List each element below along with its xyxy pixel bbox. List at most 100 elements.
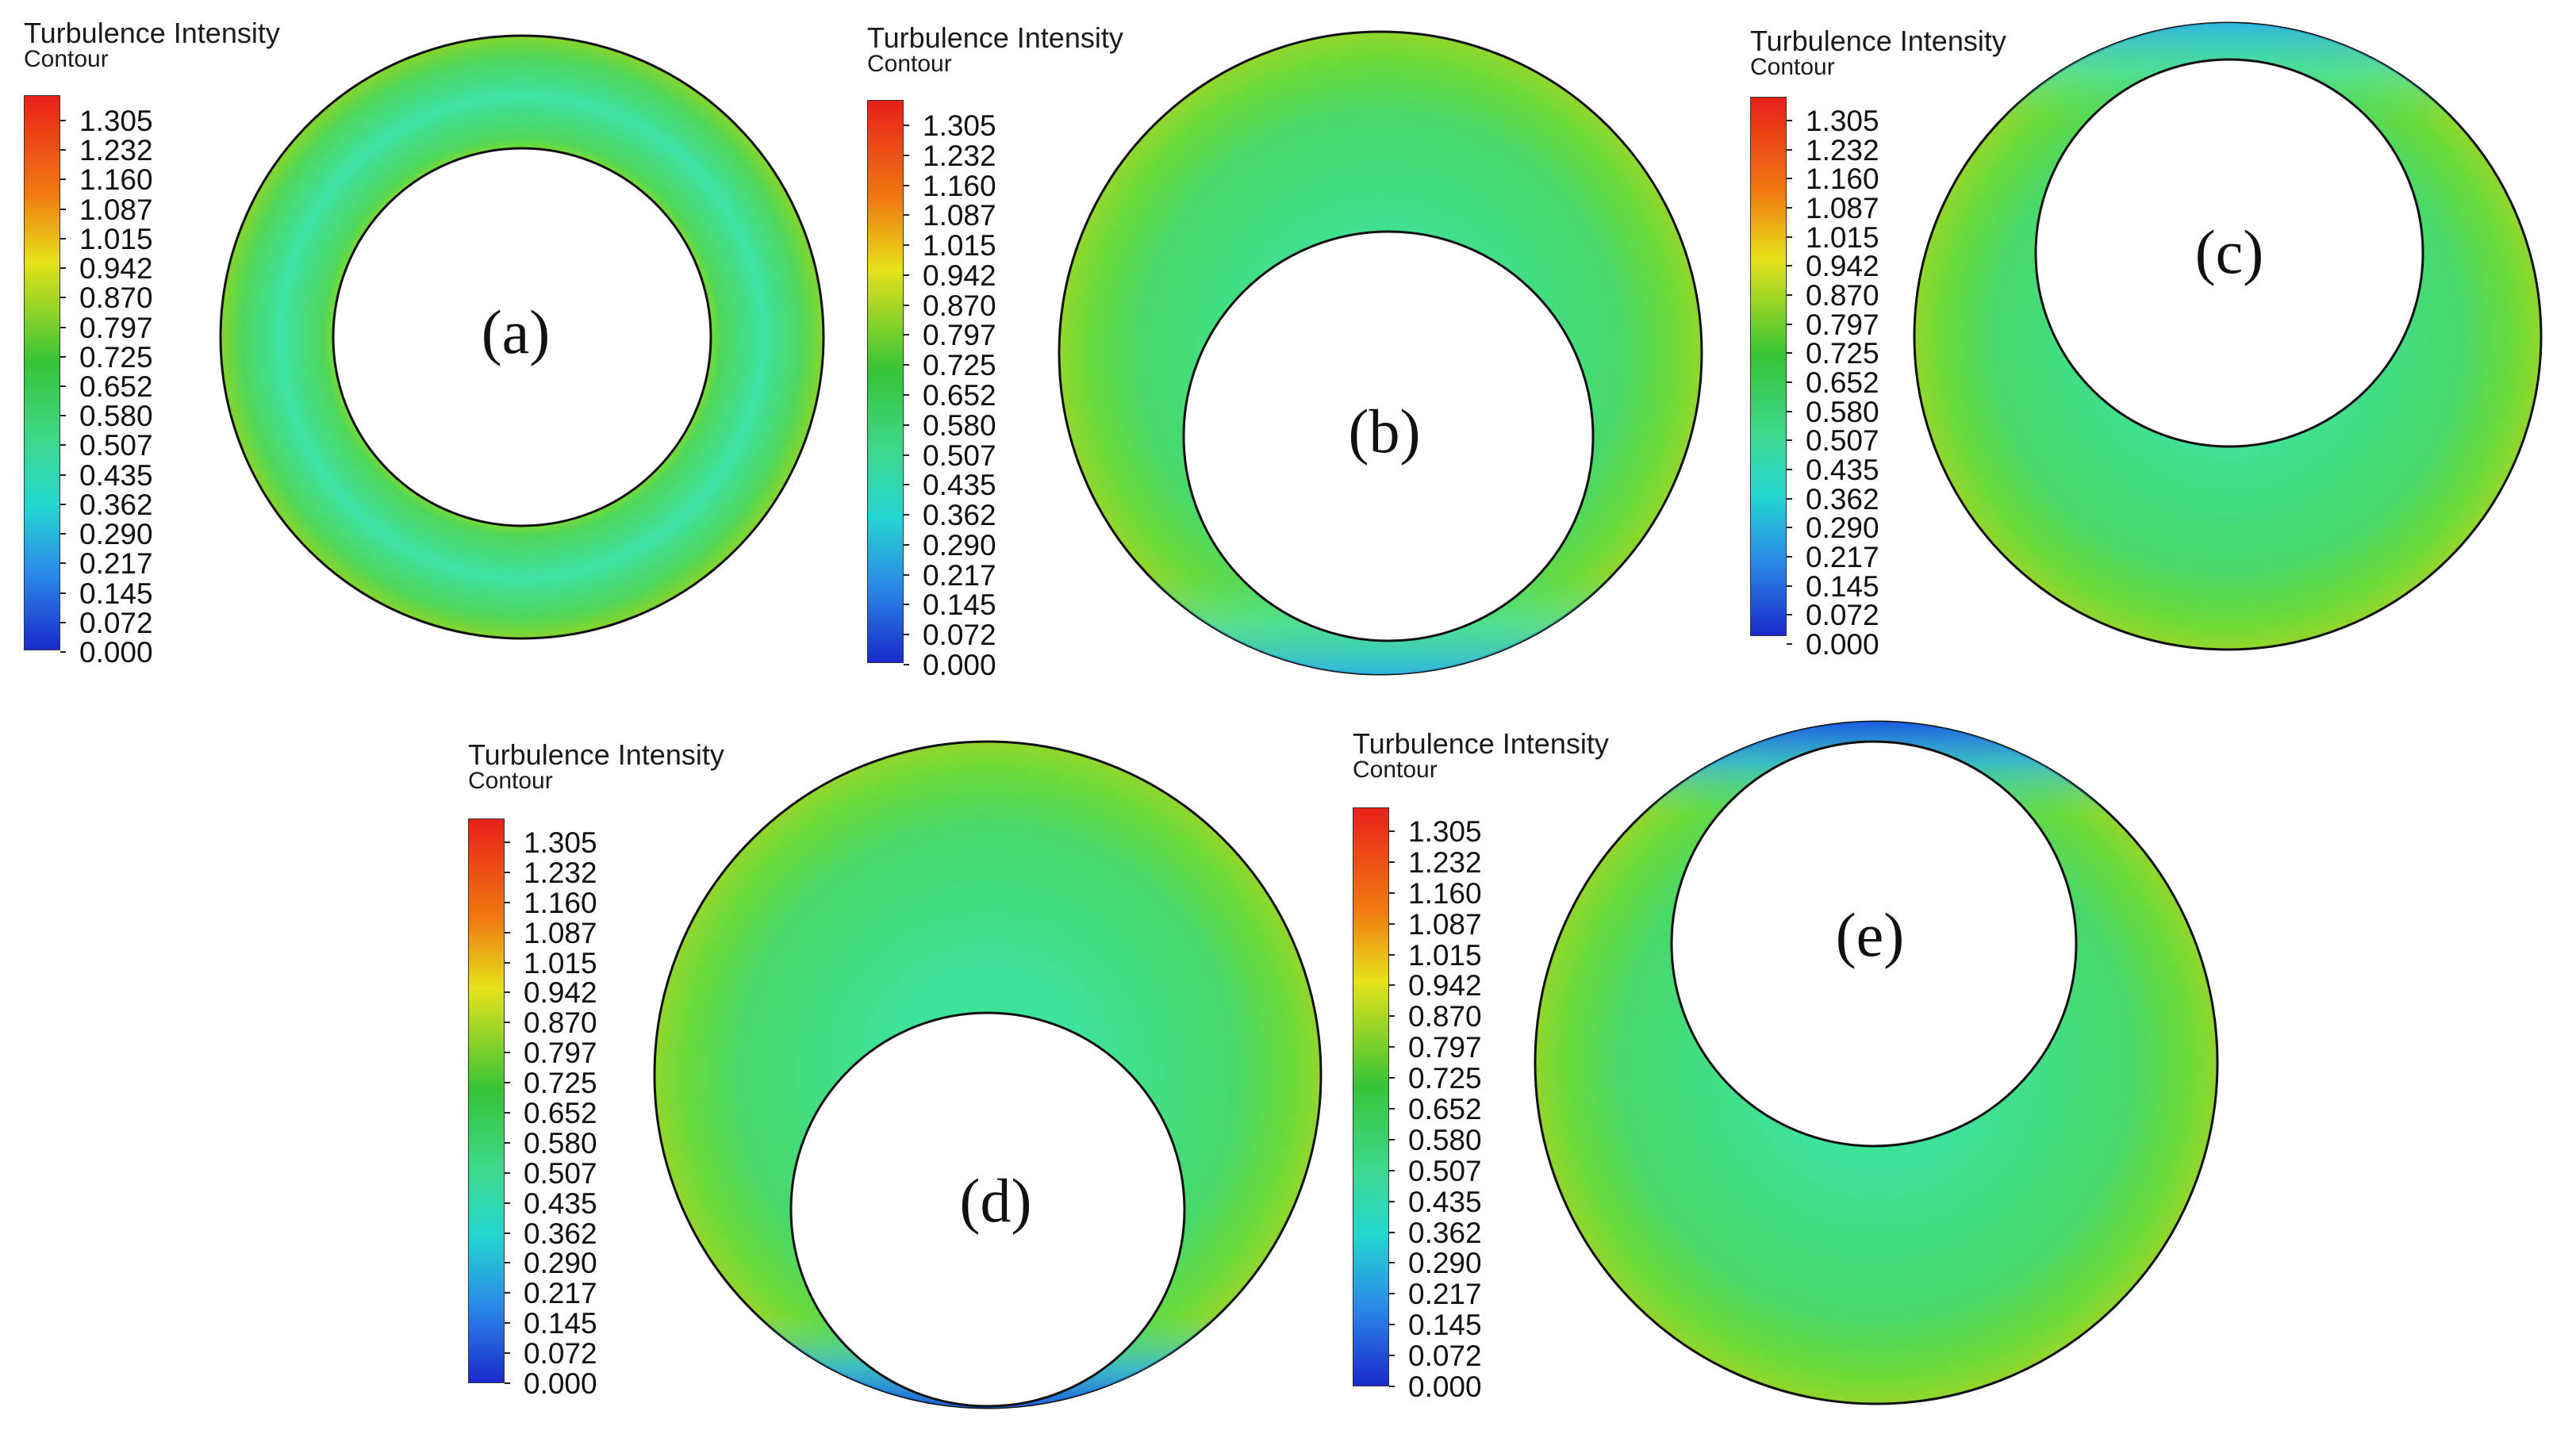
tick-label: 0.797 [1408,1031,1482,1064]
tick-label: 0.072 [79,606,153,639]
tick-mark [1389,830,1395,832]
tick-mark [1787,381,1792,383]
panel-label: (c) [2195,217,2264,286]
tick-label: 1.015 [524,946,597,980]
tick-label: 1.087 [923,199,996,232]
tick-label: 1.305 [1408,815,1482,848]
tick-mark [60,562,66,565]
tick-label: 1.015 [79,222,153,255]
legend-c: Turbulence Intensity Contour 1.305 1.232 1… [1750,25,2006,660]
tick-label: 0.507 [1806,424,1879,458]
tick-mark [1389,1355,1395,1357]
tick-mark [505,1382,510,1384]
colorbar [1750,97,1787,636]
tick-label: 0.870 [79,282,153,315]
tick-label: 0.000 [1408,1371,1482,1403]
tick-label: 0.217 [79,547,153,581]
tick-mark [1787,497,1792,500]
tick-label: 1.232 [1408,845,1482,879]
tick-label: 1.305 [923,109,996,142]
tick-label: 1.305 [79,105,153,137]
tick-label: 0.290 [923,528,996,562]
tick-mark [505,1052,510,1054]
tick-mark [505,991,510,994]
tick-mark [1787,643,1792,645]
tick-mark [1389,1324,1395,1326]
tick-label: 0.435 [79,458,153,492]
tick-label: 1.015 [1408,938,1482,972]
tick-mark [505,1232,510,1234]
tick-mark [60,178,66,181]
tick-label: 1.087 [524,916,597,949]
tick-label: 0.145 [923,588,996,622]
tick-label: 1.232 [79,134,153,167]
tick-mark [505,1352,510,1355]
tick-mark [1389,1015,1395,1018]
inner-pipe [332,147,712,527]
contour-e: (e) [1534,720,2219,1405]
tick-mark [1389,922,1395,925]
tick-mark [60,208,66,210]
tick-label: 0.652 [923,379,996,412]
tick-label: 1.087 [1806,192,1879,224]
tick-label: 0.580 [1806,395,1879,428]
tick-mark [1389,953,1395,956]
tick-mark [505,1112,510,1114]
tick-mark [60,267,66,270]
tick-label: 0.217 [923,558,996,592]
tick-label: 0.580 [524,1126,597,1160]
tick-label: 0.435 [524,1187,597,1220]
tick-mark [60,503,66,505]
tick-label: 1.160 [923,169,996,202]
tick-mark [904,514,909,516]
tick-mark [1389,1046,1395,1049]
tick-mark [1389,1293,1395,1295]
tick-label: 0.145 [524,1307,597,1340]
tick-mark [1787,614,1792,616]
tick-label: 1.232 [524,856,597,889]
tick-label: 1.087 [79,193,153,226]
tick-label: 0.217 [1408,1278,1482,1311]
tick-mark [904,424,909,426]
legend-e: Turbulence Intensity Contour 1.305 1.232 1… [1353,728,1609,1410]
tick-mark [1787,294,1792,296]
tick-label: 0.870 [524,1006,597,1040]
tick-mark [60,473,66,476]
tick-label: 0.942 [923,259,996,292]
tick-mark [60,533,66,535]
tick-label: 0.000 [79,636,153,669]
tick-mark [904,484,909,486]
tick-mark [1389,1169,1395,1171]
panel-label: (d) [960,1166,1032,1235]
legend-subtitle: Contour [24,46,109,72]
tick-mark [904,394,909,396]
tick-mark [505,1322,510,1325]
tick-label: 0.725 [923,349,996,382]
tick-mark [904,664,909,665]
tick-mark [1389,1138,1395,1141]
tick-label: 0.435 [1806,454,1879,486]
tick-label: 1.160 [1806,163,1879,196]
tick-label: 0.435 [1408,1185,1482,1218]
tick-mark [1787,236,1792,238]
tick-label: 0.145 [79,577,153,610]
tick-label: 0.072 [1806,599,1879,632]
tick-label: 0.217 [524,1277,597,1310]
tick-label: 1.087 [1408,907,1482,941]
tick-mark [904,604,909,606]
inner-pipe [789,1011,1186,1408]
tick-label: 0.362 [79,488,153,521]
tick-mark [904,454,909,456]
tick-mark [1389,891,1395,894]
legend-subtitle: Contour [468,768,553,794]
colorbar [468,819,505,1383]
tick-mark [904,184,909,186]
tick-mark [60,120,66,121]
tick-mark [1787,556,1792,558]
tick-label: 0.870 [1806,279,1879,312]
legend-a: Turbulence Intensity Contour 1.305 1.232 1… [24,17,280,667]
tick-mark [904,154,909,156]
tick-label: 0.942 [1806,250,1879,283]
tick-label: 0.652 [79,370,153,403]
tick-label: 0.362 [1408,1216,1482,1249]
